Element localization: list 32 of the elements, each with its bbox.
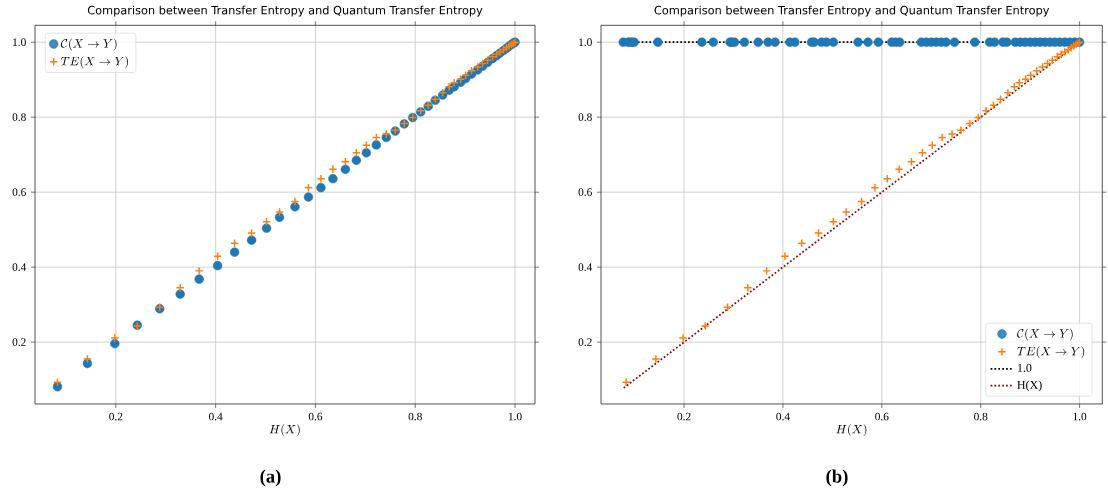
chart-title: Comparison between Transfer Entropy and Quantum Transfer Entropy — [87, 5, 483, 17]
x-tick-label: 0.4 — [209, 412, 223, 421]
x-tick-label: 0.8 — [974, 412, 988, 421]
legend-label: $TE(X \to Y)$ — [1017, 346, 1085, 359]
legend-label: $TE(X \to Y)$ — [61, 56, 128, 69]
text: (a) — [260, 469, 281, 487]
y-tick-label: 0.6 — [12, 188, 26, 197]
chart-title: Comparison between Transfer Entropy and Quantum Transfer Entropy — [654, 5, 1050, 17]
y-tick-label: 0.2 — [578, 338, 592, 346]
y-tick-label: 0.8 — [12, 113, 26, 122]
x-axis-title: $H(X)$ — [269, 424, 300, 437]
legend-label: $\mathcal{C}(X \to Y)$ — [60, 38, 117, 51]
legend-label: H(X) — [1017, 380, 1042, 392]
x-tick-label: 0.2 — [677, 412, 691, 421]
y-tick-label: 0.4 — [12, 263, 27, 271]
y-tick-label: 1.0 — [579, 38, 592, 47]
x-tick-label: 0.6 — [308, 412, 323, 421]
x-tick-label: 0.4 — [776, 412, 790, 421]
y-tick-label: 0.2 — [12, 338, 26, 346]
x-tick-label: 0.8 — [408, 412, 422, 421]
text: (b) — [826, 469, 848, 487]
y-tick-label: 0.8 — [578, 113, 592, 122]
x-tick-label: 0.2 — [109, 412, 123, 421]
y-tick-label: 0.4 — [578, 263, 593, 271]
x-tick-label: 1.0 — [1073, 412, 1087, 421]
x-tick-label: 0.6 — [875, 412, 889, 421]
y-tick-label: 0.6 — [578, 188, 592, 197]
legend-label: 1.0 — [1017, 363, 1032, 372]
legend-label: $\mathcal{C}(X \to Y)$ — [1017, 328, 1073, 341]
x-axis-title: $H(X)$ — [836, 424, 867, 437]
y-tick-label: 1.0 — [13, 38, 26, 47]
x-tick-label: 1.0 — [508, 412, 522, 421]
